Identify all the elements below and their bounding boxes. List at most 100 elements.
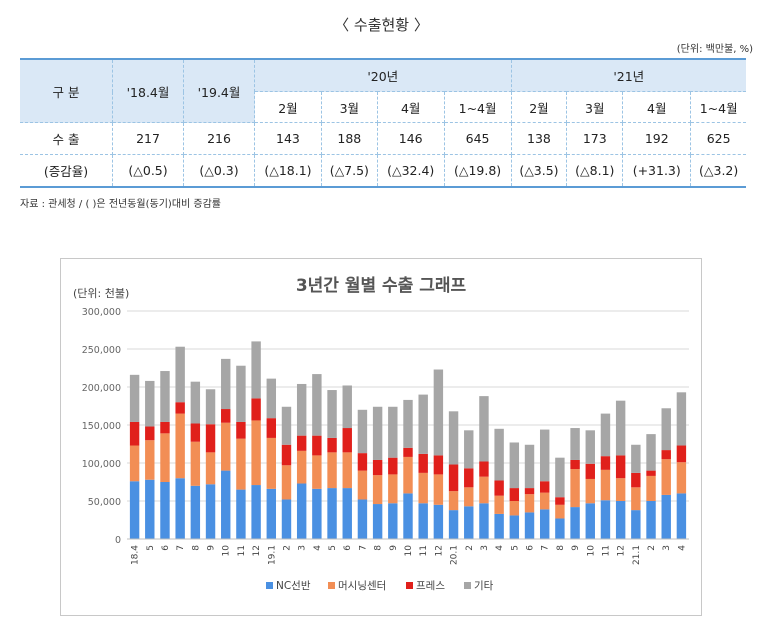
bar-머시닝센터 [312,455,322,489]
bar-NC선반 [570,507,580,539]
sub-header: 2월 [511,91,568,123]
x-tick-label: 9 [571,545,581,551]
bar-기타 [160,371,170,422]
table-cell: 192 [622,122,692,155]
bar-머시닝센터 [555,504,565,519]
y-tick-label: 300,000 [82,307,121,318]
table-cell: (△0.3) [183,154,255,188]
legend-swatch [328,582,335,589]
bar-머시닝센터 [327,452,337,489]
x-tick-label: 18.4 [131,545,141,565]
bar-프레스 [524,488,535,495]
x-tick-label: 9 [389,545,399,551]
bar-프레스 [296,435,307,451]
bar-머시닝센터 [524,494,535,513]
sub-header: 4월 [622,91,692,123]
bar-NC선반 [129,481,140,539]
bar-프레스 [585,463,595,479]
bar-기타 [357,409,368,454]
header-2020: '20년 [254,58,512,92]
x-tick-label: 4 [677,545,687,551]
bar-NC선반 [676,493,687,539]
bar-NC선반 [615,501,626,539]
row-label-growth: (증감율) [20,154,113,188]
x-tick-label: 11 [419,545,429,556]
x-tick-label: 10 [586,545,596,557]
legend-swatch [266,582,273,589]
table-source-note: 자료 : 관세청 / ( )은 전년동월(동기)대비 증감률 [20,199,221,210]
sub-header: 1~4월 [444,91,512,123]
x-tick-label: 6 [161,545,171,551]
bar-머시닝센터 [539,492,550,510]
bar-기타 [524,444,535,489]
bar-기타 [479,396,489,462]
bar-머시닝센터 [175,413,185,479]
table-cell: (△32.4) [377,154,445,188]
bar-NC선반 [175,478,185,539]
bar-NC선반 [631,510,641,539]
legend-swatch [406,582,413,589]
bar-프레스 [631,472,641,488]
row-label-export: 수 출 [20,122,113,155]
x-tick-label: 6 [343,545,353,551]
bar-NC선반 [388,503,398,539]
y-tick-label: 100,000 [82,459,121,470]
bar-머시닝센터 [631,487,641,511]
bar-기타 [221,358,231,410]
bar-NC선반 [433,504,444,539]
bar-NC선반 [661,494,671,539]
x-tick-label: 8 [374,545,384,551]
bar-NC선반 [357,499,368,539]
bar-기타 [676,392,687,446]
x-tick-label: 20.1 [450,545,460,565]
bar-NC선반 [448,510,459,539]
bar-머시닝센터 [676,462,687,494]
bar-프레스 [448,464,459,492]
x-tick-label: 5 [510,545,520,551]
table-cell: (△19.8) [444,154,512,188]
header-19-apr: '19.4월 [183,58,255,123]
bar-기타 [251,341,261,399]
table-cell: 188 [321,122,378,155]
bar-기타 [342,385,352,429]
bar-프레스 [221,409,231,423]
x-tick-label: 19.1 [267,545,277,565]
bar-기타 [327,390,337,438]
bar-프레스 [312,435,322,456]
legend-label: 기타 [474,580,494,592]
bar-프레스 [676,445,687,463]
bar-NC선반 [190,485,201,539]
bar-머시닝센터 [646,475,656,501]
bar-기타 [448,411,459,465]
bar-NC선반 [524,512,535,539]
bar-기타 [129,374,140,422]
y-tick-label: 50,000 [88,497,121,508]
x-tick-label: 2 [647,545,657,551]
x-tick-label: 4 [313,545,323,551]
bar-NC선반 [327,488,337,539]
bar-프레스 [236,421,246,439]
sub-header: 1~4월 [690,91,746,123]
bar-머시닝센터 [448,491,459,511]
x-tick-label: 11 [601,545,611,556]
bar-기타 [312,374,322,436]
x-tick-label: 12 [434,545,444,556]
table-cell: 216 [183,122,255,155]
bar-기타 [145,380,155,427]
x-tick-label: 5 [146,545,156,551]
bar-기타 [555,457,565,498]
bar-프레스 [570,459,580,470]
bar-NC선반 [509,515,520,539]
bar-기타 [372,406,383,460]
bar-머시닝센터 [433,474,444,505]
bar-머시닝센터 [570,469,580,508]
bar-기타 [388,406,398,458]
bar-프레스 [281,444,292,466]
bar-머시닝센터 [221,422,231,471]
bar-프레스 [145,426,155,441]
bar-프레스 [494,480,504,496]
bar-NC선반 [403,493,413,539]
bar-머시닝센터 [190,441,201,486]
table-cell: 625 [690,122,746,155]
bar-머시닝센터 [403,456,413,494]
